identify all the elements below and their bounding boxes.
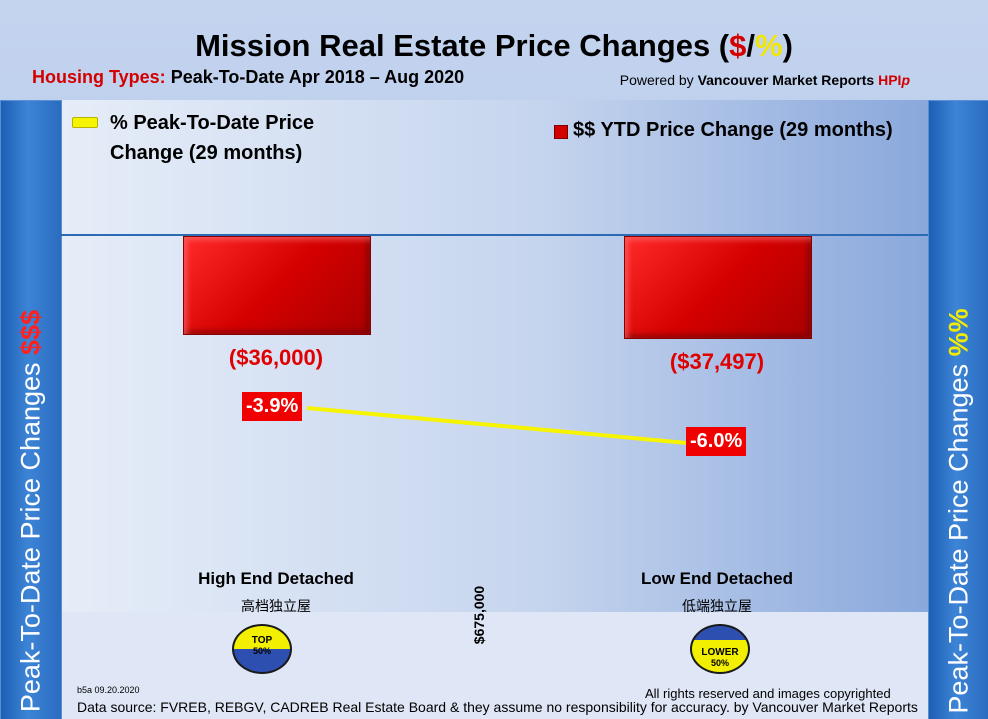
price-divider-label: $675,000 xyxy=(471,585,487,645)
category-label-cn-1: 高档独立屋 xyxy=(241,598,311,614)
tier-badge-1: TOP 50% xyxy=(232,624,292,674)
category-label-cn-2: 低端独立屋 xyxy=(682,598,752,614)
right-axis-panel: Peak-To-Date Price Changes %% xyxy=(928,100,988,719)
category-band xyxy=(60,612,928,719)
copyright-note: All rights reserved and images copyright… xyxy=(645,686,891,701)
tier-badge-percent: 50% xyxy=(252,646,271,656)
category-label-1: High End Detached xyxy=(198,569,354,588)
category-label-2: Low End Detached xyxy=(640,569,794,588)
pct-label-2: -6.0% xyxy=(686,427,747,456)
legend-bar-label: $$ YTD Price Change (29 months) xyxy=(573,119,893,141)
pct-label-1: -3.9% xyxy=(242,392,303,421)
tier-badge-title: TOP xyxy=(251,635,273,646)
subtitle-period: Peak-To-Date Apr 2018 – Aug 2020 xyxy=(170,67,465,87)
plot-area xyxy=(60,100,928,612)
bar-value-label-1: ($36,000) xyxy=(228,345,324,370)
powered-by: Powered by Vancouver Market Reports HPIp xyxy=(619,72,910,88)
chart-subtitle: Housing Types: Peak-To-Date Apr 2018 – A… xyxy=(32,67,464,88)
data-source-note: Data source: FVREB, REBGV, CADREB Real E… xyxy=(77,699,918,715)
tier-badge-2: LOWER 50% xyxy=(690,624,750,674)
tier-badge-title: LOWER xyxy=(701,647,739,658)
legend-line-label: % Peak-To-Date Price Change (29 months) xyxy=(110,112,315,164)
bar-value-label-2: ($37,497) xyxy=(669,349,765,375)
legend-line-swatch xyxy=(72,117,98,128)
chart-title: Mission Real Estate Price Changes ($/%) xyxy=(195,28,793,63)
trend-line xyxy=(306,406,688,445)
bar-1 xyxy=(183,236,371,335)
subtitle-housing-types: Housing Types: xyxy=(32,67,166,87)
left-axis-panel: Peak-To-Date Price Changes $$$ xyxy=(0,100,62,719)
bar-2 xyxy=(624,236,812,340)
tier-badge-percent: 50% xyxy=(710,658,729,668)
legend-bar-swatch xyxy=(554,125,568,139)
version-stamp: b5a 09.20.2020 xyxy=(77,685,140,695)
zero-axis-line xyxy=(60,234,928,236)
